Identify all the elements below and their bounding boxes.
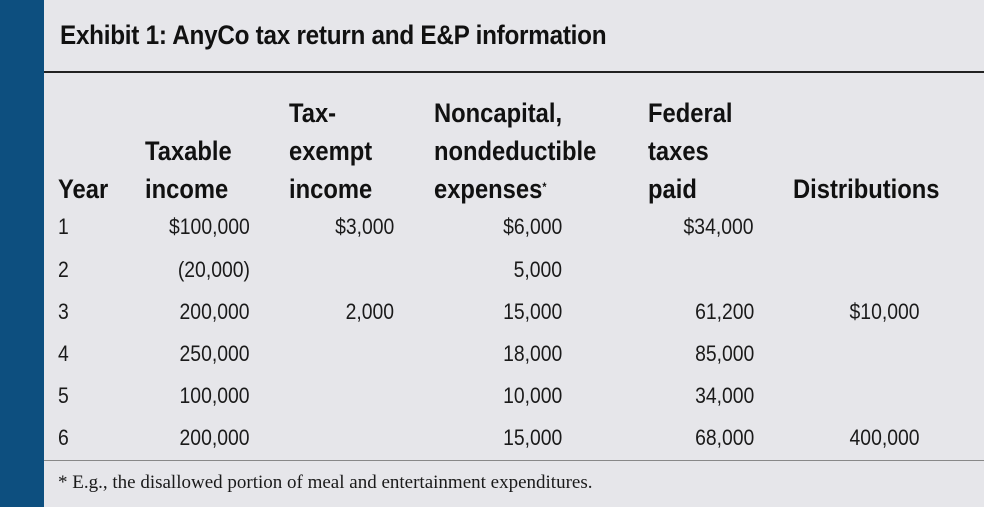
cell-noncapital: 15,000: [502, 425, 562, 450]
cell-noncapital: 10,000: [502, 383, 562, 408]
cell-distributions: $10,000: [850, 299, 920, 324]
cell-year: 6: [58, 425, 69, 450]
header-line: Distributions: [793, 174, 940, 204]
header-line: Tax-: [289, 98, 337, 128]
header-line: Year: [58, 174, 109, 204]
cell-tax-exempt-income: $3,000: [334, 214, 394, 239]
cell-taxable-income: 200,000: [180, 299, 250, 324]
footnote-divider: [44, 460, 984, 461]
footnote: * E.g., the disallowed portion of meal a…: [58, 472, 593, 493]
header-line: Taxable: [145, 136, 232, 166]
cell-year: 5: [58, 383, 69, 408]
header-line: income: [289, 174, 373, 204]
header-line: Federal: [648, 98, 733, 128]
cell-year: 4: [58, 341, 69, 366]
cell-noncapital: 18,000: [502, 341, 562, 366]
cell-taxable-income: $100,000: [169, 214, 250, 239]
cell-year: 1: [58, 214, 69, 239]
title-divider: [44, 71, 984, 73]
cell-tax-exempt-income: 2,000: [345, 299, 394, 324]
side-accent-bar: [0, 0, 44, 507]
cell-year: 2: [58, 257, 69, 282]
cell-federal-taxes: 85,000: [694, 341, 754, 366]
cell-taxable-income: 200,000: [180, 425, 250, 450]
header-line: income: [145, 174, 229, 204]
header-tax-exempt-income: Tax-exempt income: [289, 94, 372, 208]
exhibit-panel: Exhibit 1: AnyCo tax return and E&P info…: [44, 0, 984, 507]
header-line: expenses*: [434, 174, 547, 204]
cell-noncapital: 15,000: [502, 299, 562, 324]
cell-taxable-income: 250,000: [180, 341, 250, 366]
header-federal-taxes: Federal taxes paid: [648, 94, 733, 208]
cell-federal-taxes: 61,200: [694, 299, 754, 324]
cell-federal-taxes: 34,000: [694, 383, 754, 408]
cell-noncapital: 5,000: [513, 257, 562, 282]
cell-federal-taxes: $34,000: [684, 214, 754, 239]
footnote-marker: *: [542, 180, 547, 194]
header-year: Year: [58, 170, 108, 208]
cell-noncapital: $6,000: [502, 214, 562, 239]
exhibit-title: Exhibit 1: AnyCo tax return and E&P info…: [60, 20, 607, 50]
cell-taxable-income: 100,000: [180, 383, 250, 408]
cell-federal-taxes: 68,000: [694, 425, 754, 450]
cell-taxable-income: (20,000): [177, 257, 250, 282]
header-line: taxes: [648, 136, 709, 166]
header-line: Noncapital,: [434, 98, 563, 128]
header-noncapital: Noncapital, nondeductible expenses*: [434, 94, 596, 208]
header-line: nondeductible: [434, 136, 597, 166]
cell-year: 3: [58, 299, 69, 324]
cell-distributions: 400,000: [850, 425, 920, 450]
header-taxable-income: Taxable income: [145, 132, 232, 208]
header-line: exempt: [289, 136, 373, 166]
header-distributions: Distributions: [793, 170, 940, 208]
header-line: paid: [648, 174, 697, 204]
